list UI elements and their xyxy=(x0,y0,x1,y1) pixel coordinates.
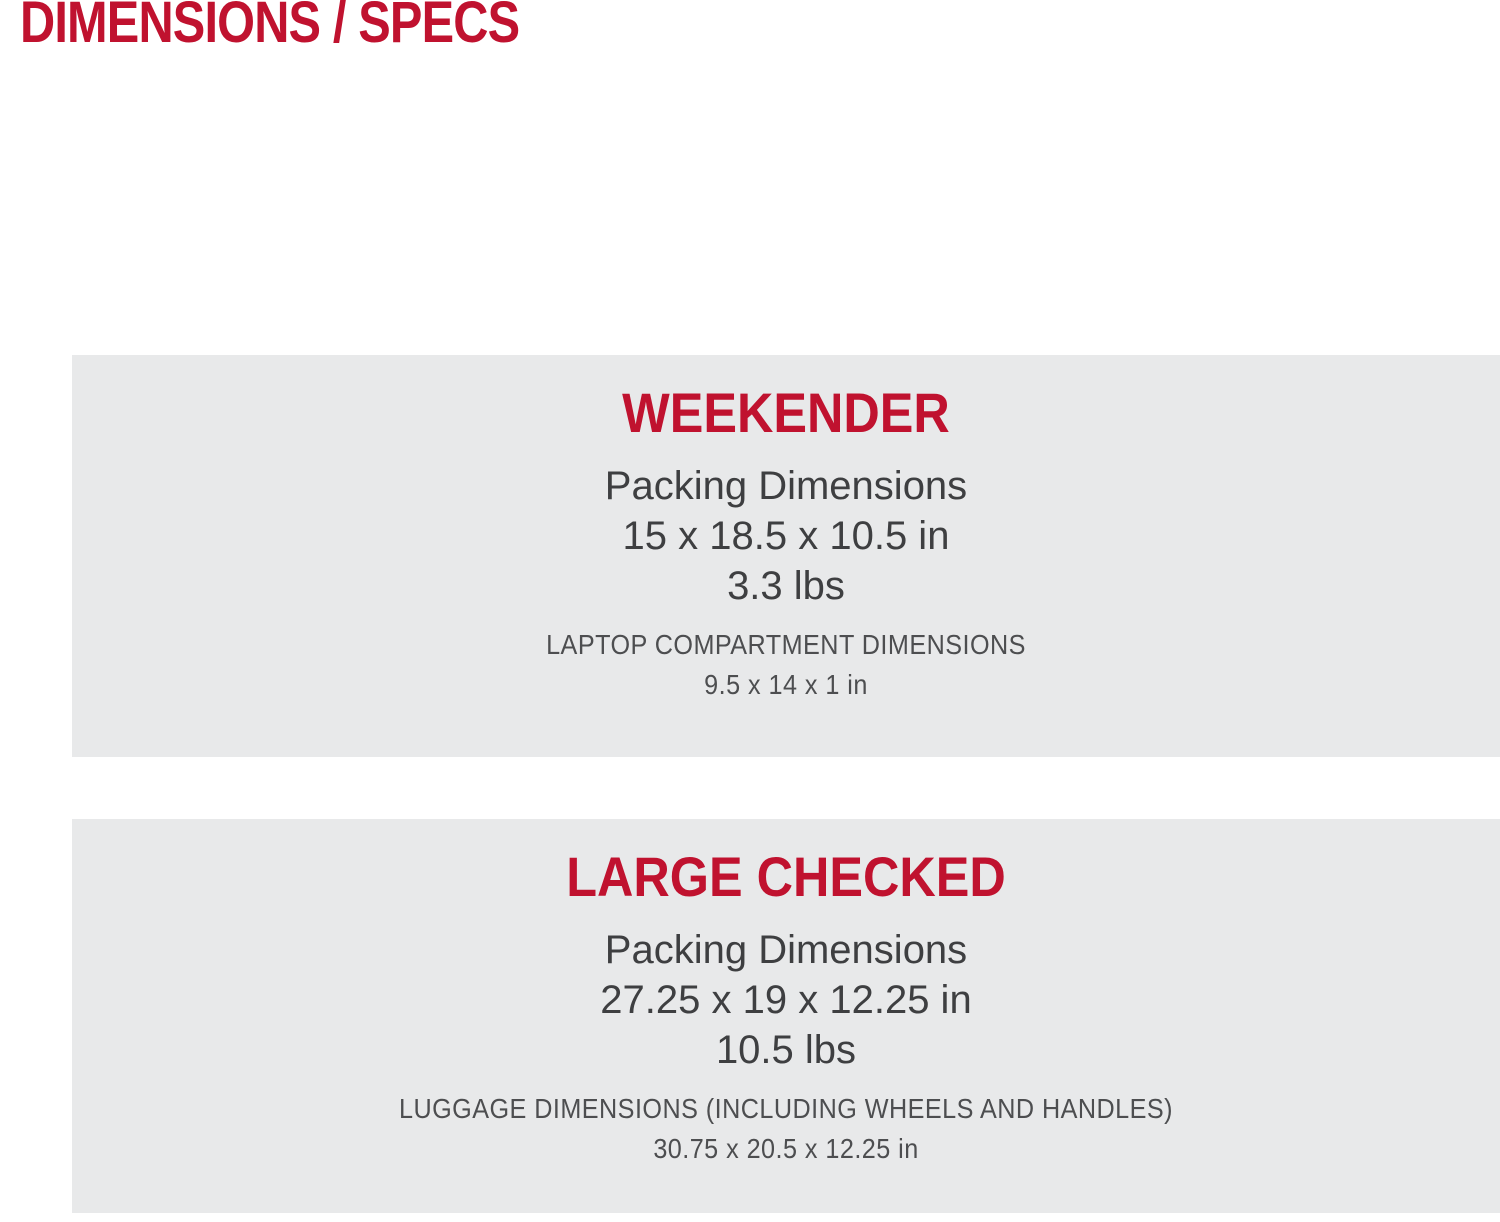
luggage-dimensions-value: 30.75 x 20.5 x 12.25 in xyxy=(653,1133,919,1164)
spec-panel-weekender: WEEKENDER Packing Dimensions 15 x 18.5 x… xyxy=(72,355,1500,757)
packing-dimensions-block: Packing Dimensions 15 x 18.5 x 10.5 in 3… xyxy=(72,461,1500,611)
packing-dimensions-value: 27.25 x 19 x 12.25 in xyxy=(600,978,972,1022)
weight-value: 3.3 lbs xyxy=(727,564,845,608)
spec-panel-large-checked: LARGE CHECKED Packing Dimensions 27.25 x… xyxy=(72,819,1500,1213)
compartment-dimensions-value: 9.5 x 14 x 1 in xyxy=(704,669,868,700)
panel-title: LARGE CHECKED xyxy=(566,845,1006,908)
packing-dimensions-value: 15 x 18.5 x 10.5 in xyxy=(622,514,950,558)
page-title: DIMENSIONS / SPECS xyxy=(20,0,520,55)
packing-dimensions-block: Packing Dimensions 27.25 x 19 x 12.25 in… xyxy=(72,925,1500,1075)
packing-dimensions-label: Packing Dimensions xyxy=(604,928,968,972)
compartment-dimensions-block: LAPTOP COMPARTMENT DIMENSIONS 9.5 x 14 x… xyxy=(143,625,1428,705)
panel-title: WEEKENDER xyxy=(622,381,950,444)
packing-dimensions-label: Packing Dimensions xyxy=(604,464,968,508)
luggage-dimensions-block: LUGGAGE DIMENSIONS (INCLUDING WHEELS AND… xyxy=(143,1089,1428,1169)
luggage-dimensions-label: LUGGAGE DIMENSIONS (INCLUDING WHEELS AND… xyxy=(399,1093,1173,1124)
weight-value: 10.5 lbs xyxy=(715,1028,857,1072)
compartment-dimensions-label: LAPTOP COMPARTMENT DIMENSIONS xyxy=(546,629,1026,660)
